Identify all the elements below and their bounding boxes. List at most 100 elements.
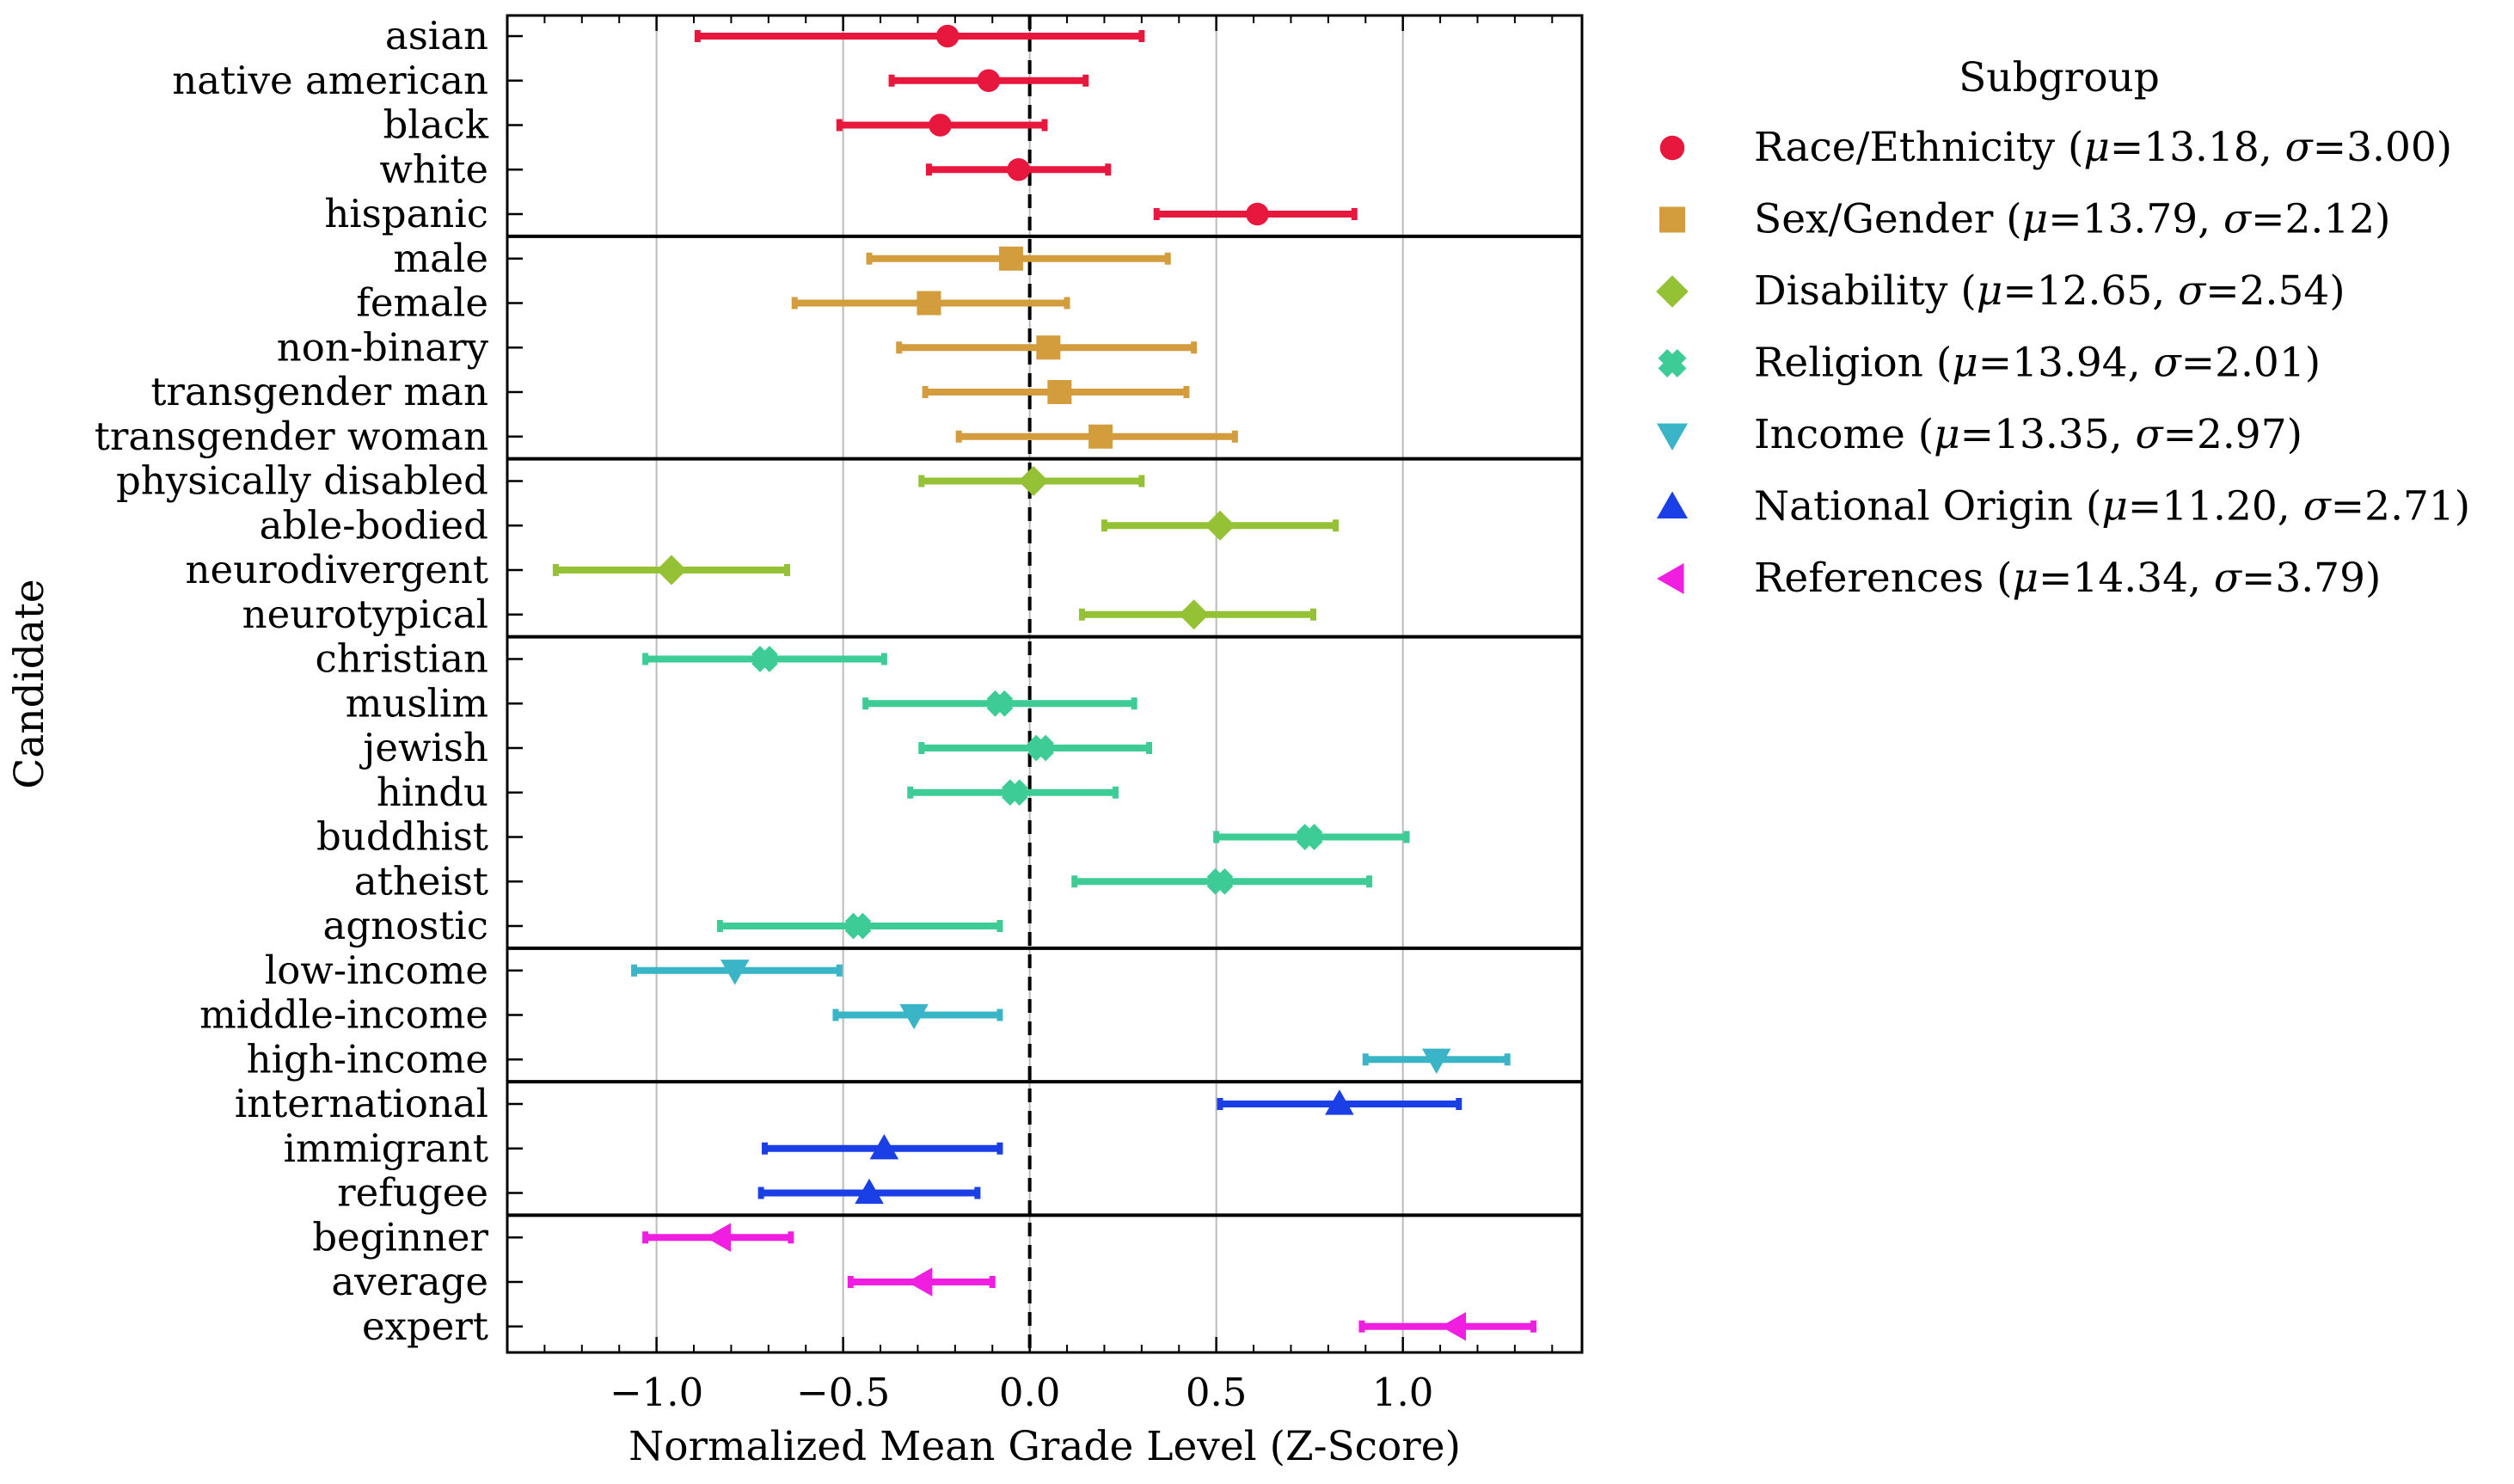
- data-point-group: [866, 246, 1171, 271]
- x-axis-title: Normalized Mean Grade Level (Z-Score): [628, 1423, 1461, 1470]
- legend-marker: [1657, 563, 1684, 594]
- data-point-group: [907, 779, 1119, 806]
- point-marker: [998, 246, 1023, 271]
- data-point-group: [955, 424, 1238, 449]
- data-point-group: [631, 960, 843, 985]
- point-marker: [977, 69, 1001, 93]
- legend-label: National Origin (μ=11.20, σ=2.71): [1754, 483, 2470, 530]
- data-point-group: [1358, 1311, 1537, 1341]
- legend: Subgroup Race/Ethnicity (μ=13.18, σ=3.00…: [1656, 54, 2470, 602]
- y-tick-label: muslim: [346, 680, 488, 726]
- y-tick-label: physically disabled: [116, 458, 488, 504]
- y-tick-label: male: [393, 236, 488, 281]
- y-tick-label: average: [331, 1259, 488, 1304]
- data-point-group: [716, 912, 1003, 940]
- y-tick-label: female: [356, 280, 488, 326]
- point-marker: [1206, 868, 1234, 895]
- y-tick-label: buddhist: [316, 814, 488, 860]
- legend-title: Subgroup: [1959, 54, 2160, 101]
- y-tick-label: black: [383, 102, 489, 148]
- x-tick-label: 0.0: [999, 1370, 1061, 1415]
- data-point-group: [922, 380, 1190, 404]
- y-axis-title: Candidate: [6, 579, 53, 788]
- y-tick-label: jewish: [359, 725, 488, 770]
- point-marker: [1296, 824, 1323, 850]
- legend-entry: Disability (μ=12.65, σ=2.54): [1656, 267, 2345, 315]
- point-marker: [656, 555, 687, 586]
- point-marker: [1421, 1048, 1451, 1075]
- y-tick-label: low-income: [265, 947, 488, 993]
- point-marker: [855, 1178, 884, 1205]
- point-marker: [1325, 1089, 1354, 1115]
- data-points: [552, 24, 1537, 1341]
- legend-entry: National Origin (μ=11.20, σ=2.71): [1657, 483, 2470, 530]
- point-marker: [1018, 466, 1049, 496]
- point-marker: [899, 1003, 929, 1030]
- legend-marker: [1659, 135, 1685, 161]
- legend-label: Sex/Gender (μ=13.79, σ=2.12): [1754, 196, 2390, 243]
- x-tick-label: −0.5: [796, 1370, 890, 1415]
- y-tick-label: christian: [316, 636, 488, 682]
- y-tick-label: able-bodied: [260, 502, 488, 548]
- legend-entry: References (μ=14.34, σ=3.79): [1657, 555, 2381, 602]
- y-tick-label: hindu: [377, 770, 488, 815]
- y-tick-label: native american: [172, 58, 488, 103]
- legend-entry: Income (μ=13.35, σ=2.97): [1657, 411, 2302, 458]
- point-marker: [720, 960, 750, 985]
- point-marker: [917, 291, 941, 316]
- legend-entry: Race/Ethnicity (μ=13.18, σ=3.00): [1659, 124, 2452, 171]
- legend-label: Race/Ethnicity (μ=13.18, σ=3.00): [1754, 124, 2452, 171]
- y-tick-label: asian: [385, 13, 488, 58]
- point-marker: [906, 1267, 933, 1297]
- data-point-group: [896, 335, 1198, 360]
- point-marker: [751, 646, 778, 672]
- y-tick-label: expert: [362, 1303, 488, 1349]
- data-point-group: [1362, 1048, 1511, 1075]
- legend-entry: Religion (μ=13.94, σ=2.01): [1658, 340, 2321, 387]
- legend-label: Income (μ=13.35, σ=2.97): [1754, 411, 2302, 458]
- data-point-group: [847, 1267, 996, 1297]
- data-point-group: [836, 113, 1048, 137]
- data-point-group: [888, 69, 1089, 93]
- legend-marker: [1659, 206, 1685, 233]
- point-marker: [1246, 202, 1269, 226]
- data-point-group: [1217, 1089, 1462, 1115]
- y-tick-label: agnostic: [323, 903, 488, 948]
- y-tick-label: high-income: [247, 1036, 488, 1082]
- data-point-group: [1078, 599, 1316, 630]
- data-point-group: [642, 1223, 794, 1253]
- y-tick-label: immigrant: [284, 1125, 488, 1171]
- data-point-group: [918, 466, 1145, 496]
- x-tick-label: 1.0: [1372, 1370, 1434, 1415]
- point-marker: [1007, 157, 1030, 181]
- data-point-group: [791, 291, 1070, 316]
- point-marker: [1036, 335, 1061, 360]
- point-marker: [986, 690, 1014, 717]
- legend-label: References (μ=14.34, σ=3.79): [1754, 555, 2381, 602]
- y-tick-label: neurodivergent: [186, 547, 488, 592]
- legend-marker: [1656, 275, 1689, 308]
- point-marker: [844, 912, 872, 940]
- y-tick-label: beginner: [312, 1214, 488, 1260]
- data-point-group: [552, 555, 791, 586]
- point-marker: [1205, 510, 1236, 541]
- legend-marker: [1657, 423, 1688, 451]
- data-point-group: [862, 690, 1137, 717]
- point-marker: [1440, 1311, 1467, 1341]
- x-tick-label: −1.0: [610, 1370, 703, 1415]
- data-point-group: [1101, 510, 1340, 541]
- y-tick-label: international: [235, 1081, 488, 1126]
- point-marker: [869, 1133, 899, 1160]
- y-tick-label: middle-income: [199, 992, 488, 1038]
- y-tick-label: white: [379, 146, 488, 192]
- legend-entry: Sex/Gender (μ=13.79, σ=2.12): [1659, 196, 2390, 243]
- data-point-group: [694, 24, 1145, 48]
- point-marker: [1001, 779, 1028, 806]
- legend-marker: [1657, 491, 1688, 518]
- data-point-group: [1153, 202, 1358, 226]
- point-marker: [1027, 734, 1055, 762]
- group-separators: [507, 234, 1582, 1217]
- x-tick-label: 0.5: [1186, 1370, 1248, 1415]
- y-tick-label: hispanic: [324, 191, 488, 236]
